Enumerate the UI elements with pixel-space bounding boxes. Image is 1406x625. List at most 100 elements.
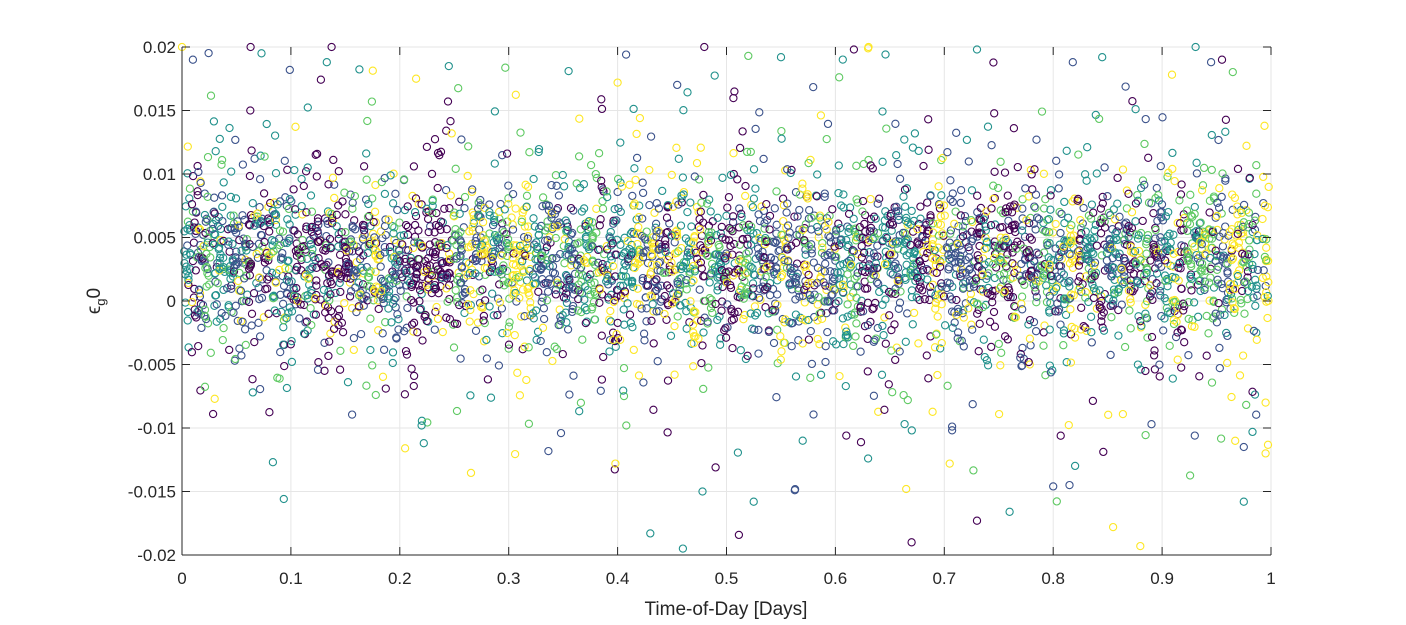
scatter-point	[807, 213, 816, 222]
scatter-point	[313, 217, 323, 226]
scatter-point	[1075, 272, 1085, 281]
scatter-point	[253, 209, 262, 218]
scatter-point	[751, 235, 760, 245]
scatter-point	[450, 230, 460, 239]
scatter-point	[628, 323, 637, 332]
scatter-point	[1258, 214, 1267, 224]
scatter-point	[1190, 322, 1199, 332]
scatter-point	[1182, 253, 1192, 262]
scatter-point	[908, 227, 918, 236]
scatter-point	[556, 312, 565, 322]
scatter-point	[885, 250, 895, 260]
scatter-point	[548, 356, 557, 366]
scatter-point	[1010, 224, 1019, 233]
scatter-point	[588, 242, 597, 251]
scatter-point	[986, 221, 996, 230]
scatter-point	[307, 320, 316, 330]
scatter-point	[588, 218, 597, 227]
scatter-point	[844, 227, 853, 237]
scatter-point	[1138, 176, 1148, 185]
scatter-point	[469, 218, 478, 228]
scatter-point	[492, 233, 501, 242]
scatter-point	[312, 149, 322, 159]
scatter-point	[856, 303, 865, 312]
scatter-point	[809, 410, 818, 419]
scatter-point	[899, 390, 908, 400]
scatter-point	[1249, 293, 1258, 302]
scatter-point	[672, 232, 682, 241]
scatter-point	[1089, 208, 1098, 217]
scatter-point	[219, 178, 228, 187]
scatter-point	[918, 286, 927, 295]
scatter-point	[1110, 215, 1120, 224]
scatter-point	[698, 243, 707, 253]
scatter-point	[1030, 283, 1040, 292]
scatter-point	[209, 207, 218, 217]
scatter-point	[672, 248, 681, 258]
scatter-point	[969, 257, 978, 266]
scatter-point	[1264, 182, 1273, 192]
scatter-point	[663, 300, 673, 310]
scatter-point	[857, 253, 866, 262]
scatter-point	[807, 359, 817, 369]
scatter-point	[1196, 286, 1205, 296]
scatter-point	[1258, 234, 1267, 244]
scatter-point	[913, 273, 922, 283]
scatter-point	[299, 300, 309, 310]
scatter-point	[1143, 333, 1152, 342]
scatter-point	[568, 307, 577, 317]
scatter-point	[292, 284, 301, 293]
scatter-point	[523, 234, 532, 243]
scatter-point	[914, 146, 923, 156]
scatter-point	[556, 249, 565, 259]
scatter-point-outlier	[842, 431, 851, 440]
scatter-point	[570, 269, 580, 278]
scatter-point	[1111, 233, 1121, 243]
scatter-point	[1262, 297, 1271, 306]
scatter-point	[1218, 169, 1227, 178]
scatter-point	[660, 291, 669, 301]
scatter-point	[1022, 248, 1032, 257]
scatter-point	[959, 313, 968, 322]
scatter-point	[723, 203, 732, 212]
scatter-point	[1008, 259, 1017, 268]
scatter-point	[809, 258, 818, 267]
scatter-point	[983, 122, 993, 131]
scatter-point-outlier	[1261, 398, 1270, 407]
scatter-point	[1066, 358, 1076, 367]
scatter-point	[210, 193, 219, 202]
scatter-point	[386, 247, 395, 256]
scatter-point	[1174, 247, 1183, 257]
scatter-point	[642, 317, 651, 326]
scatter-point	[208, 239, 217, 248]
scatter-point	[945, 292, 955, 301]
scatter-point	[616, 138, 625, 147]
scatter-point	[588, 256, 597, 265]
scatter-point	[813, 170, 822, 179]
scatter-point	[820, 192, 829, 201]
scatter-point	[981, 222, 990, 231]
scatter-point	[978, 302, 988, 312]
scatter-point	[455, 209, 464, 218]
scatter-point	[1039, 269, 1048, 278]
scatter-point	[1225, 280, 1235, 289]
scatter-point	[565, 283, 574, 292]
scatter-point	[1215, 184, 1224, 193]
scatter-point	[923, 198, 932, 207]
scatter-point	[1070, 461, 1080, 471]
scatter-point	[902, 213, 911, 223]
scatter-point	[766, 253, 776, 263]
scatter-point	[485, 267, 494, 277]
scatter-point	[933, 370, 942, 380]
scatter-point	[842, 327, 851, 336]
scatter-point	[434, 240, 443, 249]
scatter-point	[1177, 363, 1186, 372]
scatter-point	[606, 227, 615, 237]
scatter-point	[1055, 207, 1064, 217]
scatter-point	[956, 272, 965, 281]
scatter-point	[634, 371, 644, 380]
scatter-point	[414, 281, 423, 290]
scatter-point	[770, 255, 779, 264]
scatter-point	[597, 104, 607, 114]
scatter-point	[519, 268, 528, 277]
